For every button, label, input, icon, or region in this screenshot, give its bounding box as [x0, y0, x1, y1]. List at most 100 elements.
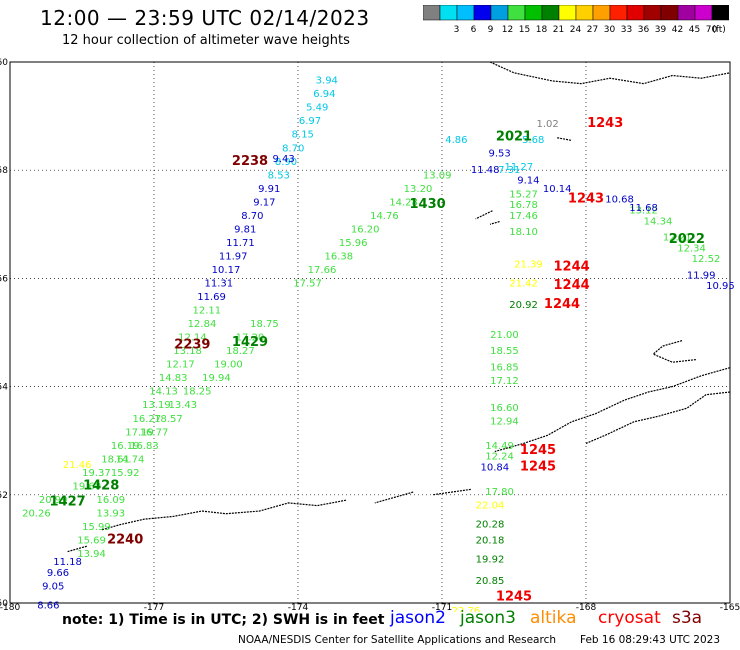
wave-height-label: 9.43 [272, 154, 294, 165]
wave-height-label: 11.97 [219, 251, 248, 262]
coastline [67, 545, 87, 553]
pass-time-label: 1427 [50, 495, 86, 510]
wave-height-label: 14.74 [116, 454, 145, 465]
wave-height-label: 19.60 [72, 481, 101, 492]
wave-height-label: 11.68 [629, 203, 658, 214]
wave-height-label: 21.46 [63, 460, 92, 471]
wave-height-label: 18.25 [183, 387, 212, 398]
wave-height-label: 8.66 [37, 600, 59, 611]
page-title: 12:00 — 23:59 UTC 02/14/2023 [40, 6, 370, 30]
wave-height-label: 15.92 [111, 468, 140, 479]
scale-tick-label: 30 [604, 25, 616, 35]
wave-height-label: 20.99 [39, 495, 68, 506]
pass-time-label: 1243 [568, 192, 604, 207]
lon-tick-label: -168 [576, 603, 597, 612]
wave-height-label: 15.96 [339, 238, 368, 249]
wave-height-label: 18.75 [250, 319, 279, 330]
wave-height-label: 16.20 [351, 224, 380, 235]
wave-height-label: 14.34 [644, 216, 673, 227]
wave-height-label: 4.86 [445, 135, 467, 146]
wave-height-label: 13.43 [168, 400, 197, 411]
pass-time-label: 1429 [232, 335, 268, 350]
wave-height-label: 10.14 [543, 184, 572, 195]
wave-height-label: 13.12 [629, 205, 658, 216]
pass-time-label: 1245 [520, 443, 556, 458]
scale-tick-label: 24 [570, 25, 582, 35]
legend-jason2: jason2 [390, 608, 446, 628]
wave-height-label: 11.31 [204, 279, 233, 290]
coastline [494, 367, 731, 453]
pass-time-label: 1245 [520, 459, 556, 474]
lat-tick-label: 56 [0, 274, 8, 284]
wave-height-label: 17.80 [485, 487, 514, 498]
wave-height-label: 19.00 [214, 360, 243, 371]
wave-height-label: 11.48 [471, 165, 500, 176]
wave-height-label: 12.84 [188, 319, 217, 330]
scale-tick-label: 3 [454, 25, 460, 35]
wave-height-label: 17.57 [293, 279, 322, 290]
wave-height-label: 14.28 [389, 197, 418, 208]
wave-height-label: 5.68 [522, 135, 544, 146]
lat-tick-label: 52 [0, 491, 8, 501]
wave-height-label: 5.49 [306, 103, 328, 114]
wave-height-label: 18.61 [101, 454, 130, 465]
coastline [101, 499, 347, 531]
wave-height-label: 22.76 [452, 606, 481, 612]
wave-height-label: 17.12 [490, 376, 519, 387]
wave-height-label: 10.84 [480, 462, 509, 473]
wave-height-label: 11.99 [687, 270, 716, 281]
pass-time-label: 2240 [107, 532, 143, 547]
wave-height-label: 21.42 [509, 279, 538, 290]
lat-tick-label: 58 [0, 166, 8, 176]
wave-height-label: 14.49 [485, 441, 514, 452]
pass-time-label: 1430 [410, 197, 446, 212]
wave-height-label: 13.20 [404, 184, 433, 195]
wave-height-label: 9.17 [253, 197, 275, 208]
legend-s3a: s3a [672, 608, 703, 628]
scale-tick-label: 15 [519, 25, 530, 35]
wave-height-label: 6.94 [313, 89, 335, 100]
wave-height-label: 10.17 [212, 265, 241, 276]
scale-tick-label: 42 [672, 25, 683, 35]
wave-height-label: 17.46 [509, 211, 538, 222]
wave-height-label: 17.66 [308, 265, 337, 276]
wave-height-label: 11.69 [197, 292, 226, 303]
wave-height-label: 8.90 [275, 157, 297, 168]
wave-height-label: 20.28 [476, 519, 505, 530]
credit-line: NOAA/NESDIS Center for Satellite Applica… [238, 634, 556, 646]
wave-height-label: 16.77 [140, 427, 169, 438]
wave-height-label: 19.37 [82, 468, 111, 479]
wave-height-label: 15.69 [77, 535, 106, 546]
legend-jason3: jason3 [460, 608, 516, 628]
coastline [489, 221, 500, 225]
wave-height-label: 11.18 [53, 557, 82, 568]
scale-tick-label: 6 [471, 25, 477, 35]
wave-height-label: 19.94 [202, 373, 231, 384]
wave-height-label: 8.70 [241, 211, 263, 222]
lat-tick-label: 50 [0, 599, 8, 609]
coastline [652, 340, 697, 363]
wave-height-label: 11.71 [226, 238, 255, 249]
coastline [557, 137, 572, 142]
wave-height-label: 12.52 [692, 254, 721, 265]
wave-height-label: 20.18 [476, 535, 505, 546]
pass-time-label: 1244 [554, 278, 590, 293]
scale-tick-label: 33 [621, 25, 632, 35]
wave-height-label: 16.27 [132, 414, 161, 425]
wave-height-label: 17.20 [236, 333, 265, 344]
wave-height-label: 16.60 [490, 403, 519, 414]
wave-height-label: 9.81 [234, 224, 256, 235]
scale-tick-label: 45 [689, 25, 700, 35]
wave-height-label: 15.27 [509, 189, 538, 200]
coastline [489, 61, 731, 85]
lat-tick-label: 60 [0, 58, 8, 68]
wave-height-label: 11.27 [504, 162, 533, 173]
wave-height-label: 14.76 [370, 211, 399, 222]
wave-height-label: 12.14 [178, 333, 207, 344]
wave-height-label: 9.91 [258, 184, 280, 195]
wave-height-label: 21.39 [514, 260, 543, 271]
wave-height-label: 22.04 [476, 500, 505, 511]
wave-height-label: 15.99 [82, 522, 111, 533]
wave-height-label: 16.85 [490, 362, 519, 373]
scale-tick-label: 36 [638, 25, 650, 35]
